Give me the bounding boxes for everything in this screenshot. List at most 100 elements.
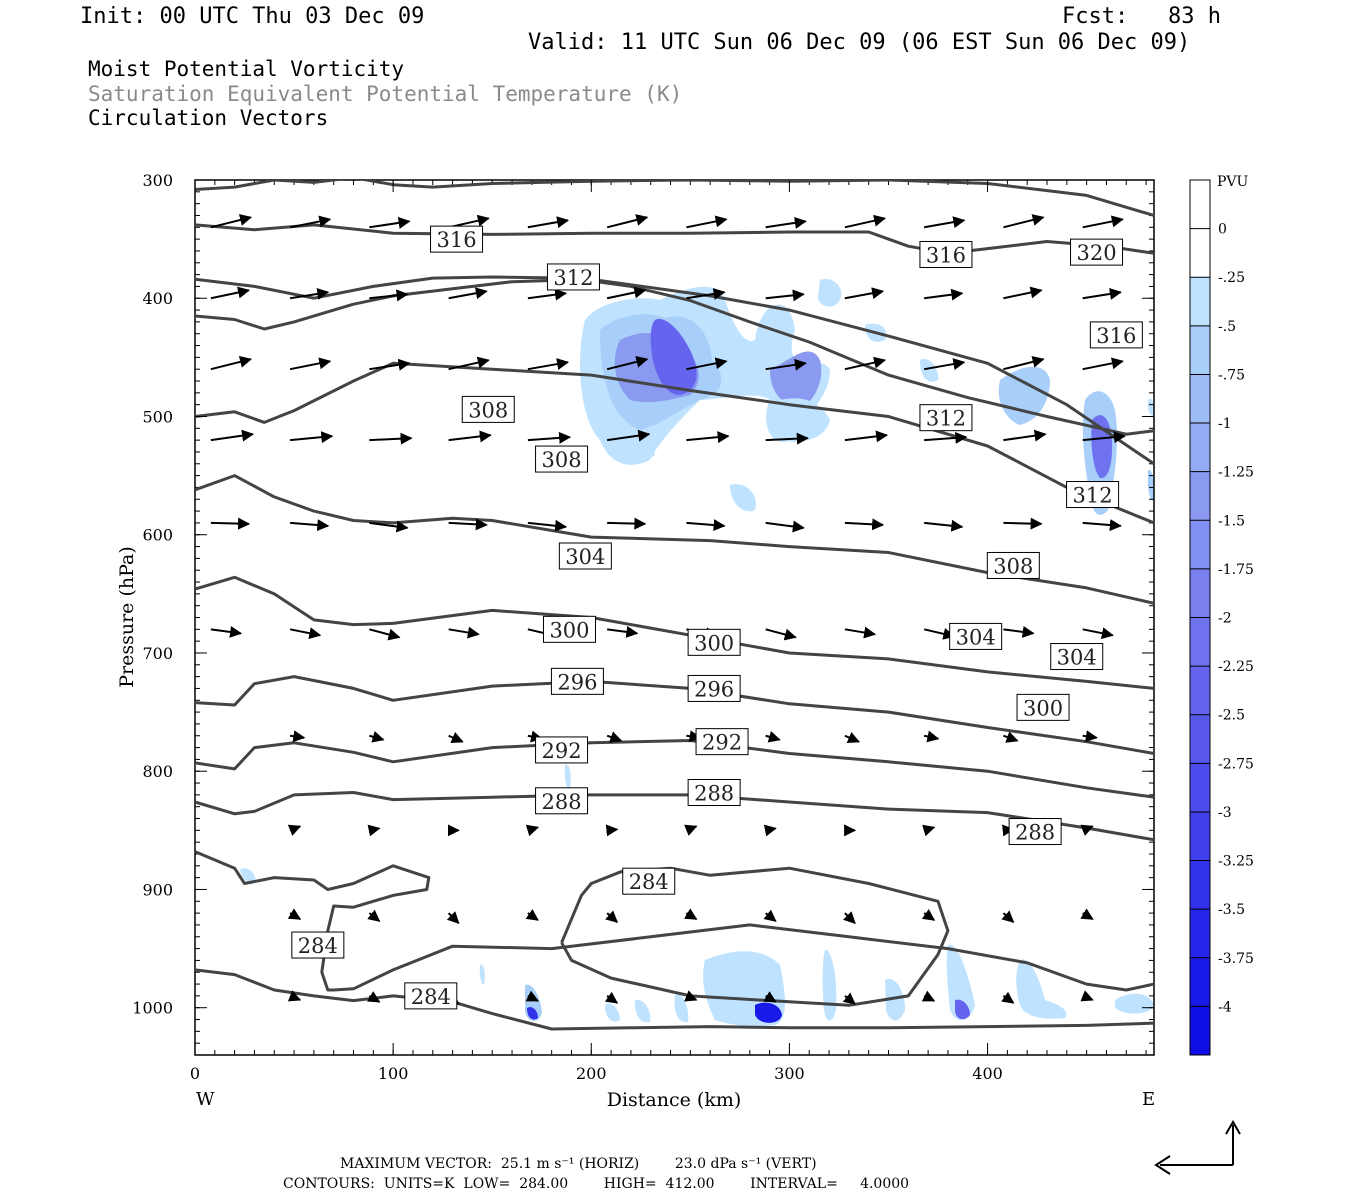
colorbar-label: -1 (1218, 416, 1232, 432)
contour-label: 292 (702, 731, 742, 755)
contour-label-box (1016, 693, 1070, 721)
colorbar-label: -.25 (1218, 270, 1245, 286)
circulation-vector (922, 824, 936, 837)
circulation-vector (367, 909, 381, 922)
circulation-vector (525, 990, 539, 1002)
contour-label: 316 (1096, 324, 1136, 348)
contour-label-box (986, 551, 1040, 579)
circulation-vector (290, 519, 330, 532)
circulation-vector (210, 517, 251, 530)
pv-blob (1147, 469, 1154, 501)
colorbar-swatch (1190, 423, 1210, 473)
circulation-vector (448, 287, 488, 300)
y-tick-label: 1000 (132, 999, 173, 1018)
pv-blob (1016, 959, 1067, 1019)
circulation-vector (287, 990, 302, 1002)
contour-label: 288 (542, 790, 582, 814)
circulation-vector (923, 730, 940, 743)
colorbar-swatch (1190, 325, 1210, 375)
circulation-vector (287, 908, 302, 920)
circulation-vector (1082, 215, 1124, 229)
circulation-vector (210, 429, 255, 442)
pv-blob (479, 964, 485, 985)
contour-label: 304 (956, 625, 996, 649)
contour-label: 284 (629, 870, 669, 894)
y-axis: 300 400 500 600 700 800 900 1000 (132, 171, 1154, 1018)
contour-label: 308 (468, 398, 508, 422)
circulation-vector (765, 520, 805, 533)
circulation-vector (763, 991, 777, 1003)
circulation-vector (843, 911, 856, 924)
circulation-vector (765, 432, 809, 445)
circulation-vector (763, 824, 777, 837)
pv-blob (998, 366, 1050, 425)
colorbar-label: -3.75 (1218, 951, 1254, 967)
contour-label: 300 (549, 618, 589, 642)
x-axis-title: Distance (km) (607, 1089, 742, 1111)
colorbar-swatch (1190, 957, 1210, 1007)
circulation-vector (606, 214, 649, 229)
pv-blob (755, 1002, 782, 1023)
contour-label: 316 (436, 228, 476, 252)
contour-line (195, 180, 1154, 217)
circulation-vector (604, 991, 619, 1004)
colorbar-swatch (1190, 471, 1210, 521)
pv-blob (650, 319, 697, 395)
circulation-vector (1082, 730, 1098, 743)
circulation-vector (210, 355, 253, 371)
circulation-vector (606, 429, 651, 442)
colorbar-label: -2.75 (1218, 756, 1254, 772)
field-title-mpv: Moist Potential Vorticity (88, 57, 405, 81)
circulation-vector (210, 286, 251, 300)
contour-label-box (949, 622, 1003, 650)
contour-label: 300 (1023, 696, 1063, 720)
colorbar-swatch (1190, 277, 1210, 327)
circulation-vector (369, 731, 385, 743)
circulation-vector (1003, 429, 1047, 442)
pv-blob (955, 999, 970, 1020)
circulation-vector (924, 288, 964, 301)
contour-label: 320 (1076, 241, 1116, 265)
contour-label: 308 (542, 448, 582, 472)
circulation-vector (367, 824, 381, 837)
circulation-vector (527, 216, 570, 229)
colorbar-label: -4 (1218, 999, 1232, 1015)
pv-blob (730, 484, 756, 512)
contour-label: 312 (1073, 484, 1113, 508)
circulation-vector (527, 431, 572, 444)
contour-info: CONTOURS: UNITS=K LOW= 284.00 HIGH= 412.… (283, 1176, 910, 1192)
contour-label: 308 (993, 554, 1033, 578)
pv-blob (818, 279, 842, 307)
x-axis: 0 100 200 300 400 (190, 180, 1003, 1083)
x-tick-label: 400 (972, 1064, 1003, 1083)
pv-blob (920, 359, 939, 382)
contour-label: 296 (557, 670, 597, 694)
circulation-vector (1001, 910, 1015, 923)
circulation-vector (369, 216, 411, 229)
field-title-theta-es: Saturation Equivalent Potential Temperat… (88, 82, 683, 106)
circulation-vector (765, 216, 807, 229)
circulation-vector (525, 824, 540, 837)
colorbar-swatch (1190, 714, 1210, 764)
pv-blob (885, 979, 905, 1021)
circulation-vector (210, 214, 253, 229)
circulation-vector (1001, 991, 1015, 1004)
circulation-vector (686, 357, 728, 371)
contour-label-box (1089, 321, 1143, 349)
circulation-vector (210, 625, 243, 638)
circulation-vector (765, 289, 805, 302)
circulation-vector (765, 628, 797, 641)
circulation-vector (684, 824, 698, 836)
circulation-vector (923, 358, 966, 371)
contour-label: 288 (1015, 821, 1055, 845)
circulation-vector (1003, 355, 1045, 371)
contour-line (195, 361, 1154, 525)
colorbar-swatch (1190, 617, 1210, 667)
contour-label-box (1008, 818, 1062, 846)
circulation-vector (1003, 731, 1019, 743)
colorbar-swatch (1190, 860, 1210, 910)
circulation-vector (924, 519, 964, 532)
circulation-vector (606, 731, 623, 743)
x-tick-label: 300 (774, 1064, 805, 1083)
circulation-vector (1082, 627, 1114, 640)
